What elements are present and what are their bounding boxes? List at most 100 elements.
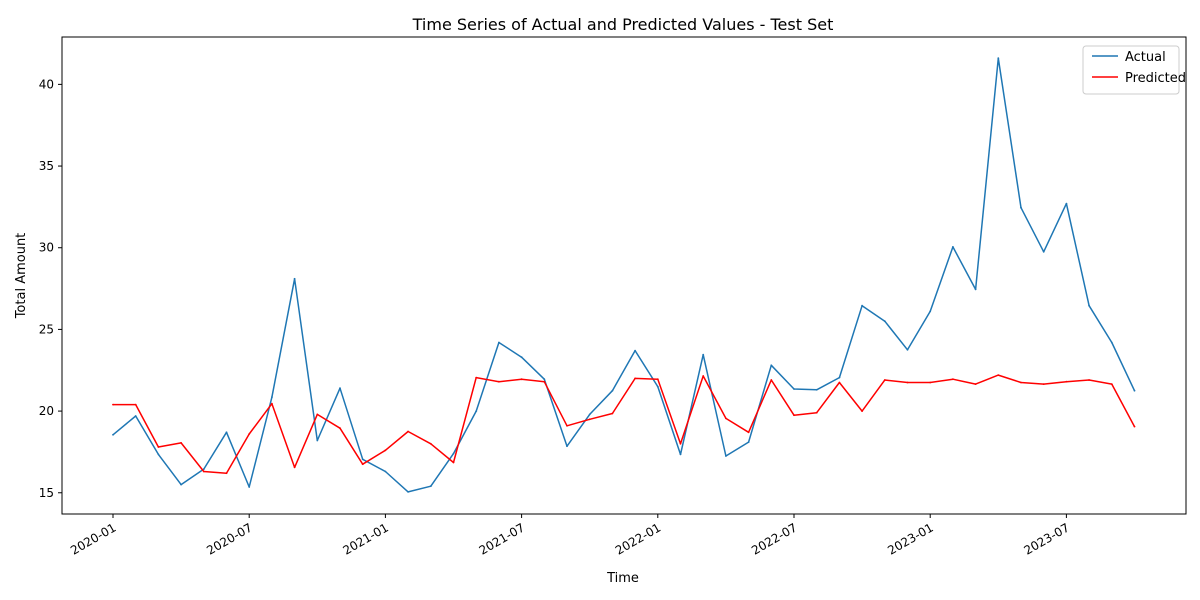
data-point-predicted <box>906 381 909 384</box>
y-tick-label: 30 <box>39 241 54 255</box>
data-point-actual <box>429 485 432 488</box>
data-point-predicted <box>611 412 614 415</box>
data-point-actual <box>271 396 273 399</box>
data-point-predicted <box>361 463 364 466</box>
data-point-actual <box>997 57 1000 60</box>
data-point-actual <box>634 349 636 352</box>
data-point-actual <box>248 486 251 488</box>
data-point-actual <box>316 439 319 442</box>
y-tick-label: 25 <box>39 322 54 336</box>
x-axis-label: Time <box>606 571 639 586</box>
data-point-predicted <box>225 472 228 475</box>
data-point-actual <box>861 304 863 307</box>
data-point-predicted <box>974 383 977 385</box>
data-point-predicted <box>997 374 1000 376</box>
data-point-predicted <box>271 402 273 405</box>
data-point-actual <box>180 483 183 486</box>
data-point-predicted <box>566 424 568 427</box>
data-point-predicted <box>588 418 591 421</box>
data-point-predicted <box>793 414 795 417</box>
data-point-predicted <box>702 375 705 377</box>
data-point-actual <box>202 468 205 470</box>
data-point-predicted <box>407 430 409 433</box>
legend-box <box>1082 45 1180 95</box>
data-point-predicted <box>180 442 183 444</box>
data-point-actual <box>520 356 523 359</box>
data-point-predicted <box>883 379 886 381</box>
data-point-actual <box>974 288 977 291</box>
data-point-actual <box>747 441 750 443</box>
data-point-actual <box>1020 206 1022 209</box>
data-point-actual <box>906 348 909 351</box>
data-point-predicted <box>747 431 750 434</box>
data-point-actual <box>1133 389 1136 392</box>
data-point-actual <box>725 455 727 457</box>
data-point-actual <box>225 431 228 434</box>
data-point-actual <box>452 452 455 455</box>
data-point-actual <box>1088 304 1090 307</box>
data-point-actual <box>543 378 546 381</box>
data-point-actual <box>112 433 114 436</box>
data-point-actual <box>384 470 387 473</box>
data-point-actual <box>1065 202 1068 205</box>
data-point-actual <box>588 413 591 416</box>
data-point-actual <box>952 246 954 248</box>
y-tick-label: 15 <box>39 486 54 500</box>
data-point-predicted <box>475 376 478 379</box>
data-point-predicted <box>1065 380 1068 383</box>
data-point-actual <box>1110 341 1113 344</box>
data-point-predicted <box>384 449 387 452</box>
data-point-actual <box>656 385 659 388</box>
data-point-predicted <box>634 377 636 380</box>
y-tick-label: 20 <box>39 404 54 418</box>
data-point-actual <box>157 453 160 456</box>
data-point-predicted <box>543 380 546 383</box>
data-point-actual <box>838 376 841 379</box>
legend-label: Predicted <box>1125 71 1186 86</box>
data-point-predicted <box>1042 383 1045 385</box>
data-point-actual <box>407 491 409 493</box>
data-point-predicted <box>202 470 205 473</box>
data-point-predicted <box>520 378 523 381</box>
data-point-predicted <box>157 446 160 448</box>
data-point-predicted <box>134 403 137 406</box>
data-point-predicted <box>339 427 341 430</box>
data-point-actual <box>339 387 341 390</box>
data-point-actual <box>793 388 795 390</box>
data-point-actual <box>475 410 478 412</box>
data-point-actual <box>702 353 705 356</box>
y-tick-label: 35 <box>39 159 54 173</box>
data-point-predicted <box>498 380 500 383</box>
data-point-actual <box>498 341 500 344</box>
data-point-actual <box>1042 250 1045 253</box>
data-point-predicted <box>112 403 114 406</box>
data-point-predicted <box>429 442 432 445</box>
data-point-predicted <box>316 413 319 416</box>
data-point-predicted <box>1110 383 1113 385</box>
data-point-predicted <box>1020 381 1022 384</box>
data-point-actual <box>815 388 818 391</box>
data-point-predicted <box>452 461 455 464</box>
data-point-actual <box>361 458 364 461</box>
data-point-actual <box>611 389 614 392</box>
series-line-actual <box>112 57 1136 493</box>
data-point-actual <box>566 445 568 448</box>
data-point-predicted <box>1088 379 1090 381</box>
legend-label: Actual <box>1125 50 1166 65</box>
data-point-predicted <box>1133 425 1136 428</box>
data-point-predicted <box>248 433 251 435</box>
data-point-actual <box>929 310 932 313</box>
legend: Actual Predicted <box>1082 45 1186 95</box>
y-tick-label: 40 <box>39 77 54 91</box>
plot-frame <box>61 36 1187 515</box>
data-point-actual <box>770 364 773 367</box>
data-point-predicted <box>815 411 818 414</box>
data-point-predicted <box>656 378 659 381</box>
data-point-predicted <box>861 410 863 412</box>
chart-title: Time Series of Actual and Predicted Valu… <box>412 15 834 34</box>
data-point-actual <box>134 415 137 417</box>
data-point-predicted <box>929 381 932 384</box>
y-axis-label: Total Amount <box>14 233 29 320</box>
data-point-predicted <box>838 381 841 384</box>
